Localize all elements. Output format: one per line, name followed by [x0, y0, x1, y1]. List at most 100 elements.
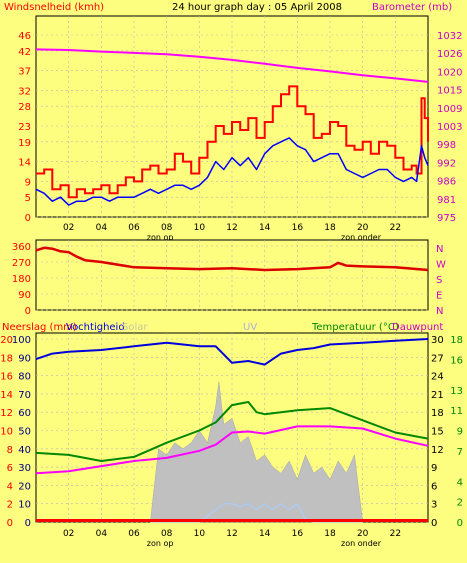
humidity-axis-title: Vochtigheid	[66, 322, 125, 333]
direction-tick-label: 180	[12, 274, 31, 285]
compass-tick-label: S	[436, 275, 442, 286]
temperature-tick-label: 4	[457, 477, 463, 488]
x-tick-label: 10	[194, 223, 206, 233]
solar-axis-title: Solar	[122, 322, 148, 333]
rain-axis-title: Neerslag (mm)	[2, 322, 77, 333]
temperature-tick-label: 2	[457, 498, 463, 509]
rain-tick-label: 4	[7, 481, 13, 492]
temperature-tick-label: 13	[450, 386, 463, 397]
compass-tick-label: W	[436, 260, 446, 271]
x-tick-label: 18	[324, 529, 336, 539]
x-tick-label: 14	[259, 529, 271, 539]
direction-tick-label: 270	[12, 258, 31, 269]
humidity-tick-label: 90	[18, 353, 31, 364]
rain-tick-label: 10	[0, 427, 13, 438]
humidity-tick-label: 10	[18, 500, 31, 511]
wind-tick-label: 42	[18, 47, 31, 58]
humidity-tick-label: 50	[18, 427, 31, 438]
panel-wind-barometer: 0 5 9 14 19 23 28 32 37 42 46 975 981 986 992 998 1003 10…	[18, 15, 462, 242]
rain-tick-label: 0	[7, 518, 13, 529]
sunrise-label: zon op	[147, 233, 174, 242]
wind-tick-label: 32	[18, 86, 31, 97]
wind-tick-label: 0	[25, 213, 31, 224]
temperature-tick-label: 9	[457, 427, 463, 438]
gust-line	[36, 85, 429, 199]
rain-tick-label: 18	[0, 353, 13, 364]
x-tick-label: 02	[63, 223, 74, 233]
wind-tick-label: 23	[18, 122, 31, 133]
x-tick-label: 02	[63, 529, 74, 539]
humidity-line	[35, 338, 429, 366]
humidity-tick-label: 20	[18, 481, 31, 492]
rain-tick-label: 8	[7, 445, 13, 456]
x-tick-label: 14	[259, 223, 271, 233]
solar-tick-label: 6	[431, 481, 437, 492]
x-tick-label: 22	[390, 223, 401, 233]
x-tick-label: 16	[292, 223, 304, 233]
barometer-tick-label: 1003	[437, 122, 462, 133]
humidity-tick-label: 70	[18, 390, 31, 401]
sunrise-label: zon op	[147, 539, 174, 548]
solar-tick-label: 9	[431, 463, 437, 474]
wind-tick-label: 19	[18, 138, 31, 149]
solar-area	[150, 381, 363, 523]
temperature-line	[35, 401, 429, 462]
direction-tick-label: 0	[25, 306, 31, 317]
solar-tick-label: 18	[431, 408, 444, 419]
barometer-tick-label: 1026	[437, 49, 462, 60]
panel-temperature-humidity: 0102030405060708090100024681012141618200…	[0, 332, 463, 548]
wind-tick-label: 46	[18, 31, 31, 42]
rain-tick-label: 12	[0, 408, 13, 419]
x-tick-label: 20	[357, 223, 369, 233]
x-tick-label: 12	[226, 529, 237, 539]
wind-tick-label: 9	[25, 177, 31, 188]
rain-tick-label: 14	[0, 390, 13, 401]
rain-tick-label: 16	[0, 372, 13, 383]
temperature-tick-label: 0	[457, 518, 463, 529]
humidity-tick-label: 40	[18, 445, 31, 456]
x-tick-label: 04	[96, 223, 108, 233]
x-tick-label: 08	[161, 223, 173, 233]
temperature-tick-label: 11	[450, 406, 463, 417]
uv-axis-title: UV	[243, 322, 257, 333]
barometer-tick-label: 1032	[437, 31, 462, 42]
barometer-tick-label: 1015	[437, 86, 462, 97]
rain-tick-label: 6	[7, 463, 13, 474]
x-tick-label: 06	[128, 529, 140, 539]
direction-tick-label: 360	[12, 242, 31, 253]
x-tick-label: 04	[96, 529, 108, 539]
x-tick-label: 22	[390, 529, 401, 539]
x-tick-label: 10	[194, 529, 206, 539]
sunset-label: zon onder	[341, 233, 382, 242]
dewpoint-line	[35, 425, 429, 475]
rain-tick-label: 20	[0, 335, 13, 346]
compass-tick-label: E	[436, 291, 442, 302]
x-tick-label: 20	[357, 529, 369, 539]
compass-tick-label: N	[436, 306, 443, 317]
compass-tick-label: N	[436, 244, 443, 255]
solar-tick-label: 30	[431, 335, 444, 346]
temperature-tick-label: 7	[457, 447, 463, 458]
barometer-axis-title: Barometer (mb)	[372, 2, 452, 13]
humidity-tick-label: 60	[18, 408, 31, 419]
barometer-tick-label: 1009	[437, 104, 462, 115]
barometer-line	[35, 48, 429, 83]
x-tick-label: 08	[161, 529, 173, 539]
humidity-tick-label: 100	[12, 335, 31, 346]
humidity-tick-label: 30	[18, 463, 31, 474]
humidity-tick-label: 0	[25, 518, 31, 529]
wind-tick-label: 37	[18, 67, 31, 78]
solar-tick-label: 15	[431, 427, 444, 438]
barometer-tick-label: 975	[437, 213, 456, 224]
direction-tick-label: 90	[18, 290, 31, 301]
temperature-tick-label: 16	[450, 355, 463, 366]
solar-tick-label: 12	[431, 445, 444, 456]
solar-tick-label: 27	[431, 353, 444, 364]
temperature-tick-label: 18	[450, 335, 463, 346]
barometer-tick-label: 992	[437, 158, 456, 169]
wind-line	[35, 137, 429, 206]
sunset-label: zon onder	[341, 539, 382, 548]
x-tick-label: 16	[292, 529, 304, 539]
